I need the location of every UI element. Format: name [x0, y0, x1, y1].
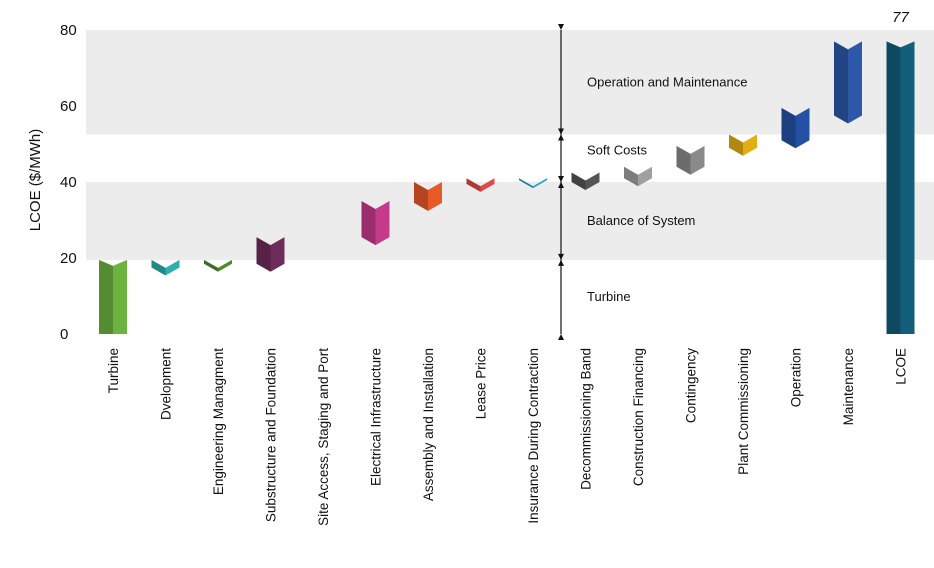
band-label: Soft Costs [587, 142, 647, 157]
bar-construction-financing [624, 166, 652, 187]
category-label: Engineering Managment [211, 348, 226, 495]
category-label: LCOE [894, 348, 909, 385]
bracket-arrowhead [558, 182, 564, 188]
y-axis-label: LCOE ($/MWh) [27, 129, 44, 232]
bars [99, 41, 915, 335]
category-label: Electrical Infrastructure [369, 348, 384, 486]
category-label: Contingency [684, 348, 699, 423]
bar-decommissioning-band [571, 172, 600, 190]
category-label: Substructure and Foundation [264, 348, 279, 522]
bar-turbine [99, 259, 127, 334]
total-value-label: 77 [892, 9, 909, 26]
category-label: Maintenance [841, 348, 856, 425]
category-label: Dvelopment [159, 348, 174, 420]
bar-electrical-infrastructure [361, 201, 390, 246]
category-label: Construction Financing [631, 348, 646, 486]
band-label: Operation and Maintenance [587, 74, 747, 89]
category-label: Assembly and Installation [421, 348, 436, 501]
category-label: Insurance During Contraction [526, 348, 541, 524]
bar-assembly-and-installation [414, 182, 442, 211]
category-label: Site Access, Staging and Port [316, 348, 331, 526]
band-bracket: Turbine Balance of System Soft Costs Operat… [558, 24, 747, 340]
bar-lcoe [886, 41, 915, 335]
bracket-arrowhead [558, 134, 564, 141]
category-labels: Turbine Dvelopment Engineering Managment Su… [106, 348, 909, 526]
y-tick-label: 0 [60, 326, 68, 343]
bar-dvelopment [151, 259, 180, 276]
bar-lease-price [466, 178, 495, 192]
band-label: Balance of System [587, 213, 695, 228]
bar-insurance-during-contraction [519, 178, 547, 189]
category-label: Lease Price [474, 348, 489, 419]
y-axis: LCOE ($/MWh) 0 20 40 60 80 [27, 22, 77, 343]
bar-contingency [676, 145, 705, 175]
bracket-arrowhead [558, 128, 564, 135]
y-tick-label: 40 [60, 174, 77, 191]
bracket-arrowhead [558, 259, 564, 266]
bracket-arrowhead [558, 24, 564, 30]
y-tick-label: 80 [60, 22, 77, 39]
band-label: Turbine [587, 289, 631, 304]
band-shade-1 [86, 182, 934, 260]
bracket-arrowhead [558, 176, 564, 182]
category-label: Turbine [106, 348, 121, 393]
bar-engineering-managment [204, 259, 232, 272]
category-label: Plant Commissioning [736, 348, 751, 475]
bar-operation [781, 107, 810, 149]
bar-plant-commissioning [729, 134, 757, 156]
y-tick-label: 20 [60, 250, 77, 267]
category-label: Operation [789, 348, 804, 407]
cost-bands [86, 30, 934, 260]
bracket-arrowhead [558, 253, 564, 260]
bar-maintenance [834, 41, 862, 124]
bar-substructure-and-foundation [256, 237, 285, 272]
y-tick-label: 60 [60, 98, 77, 115]
category-label: Decommissioning Band [579, 348, 594, 490]
bracket-arrowhead [558, 334, 564, 340]
